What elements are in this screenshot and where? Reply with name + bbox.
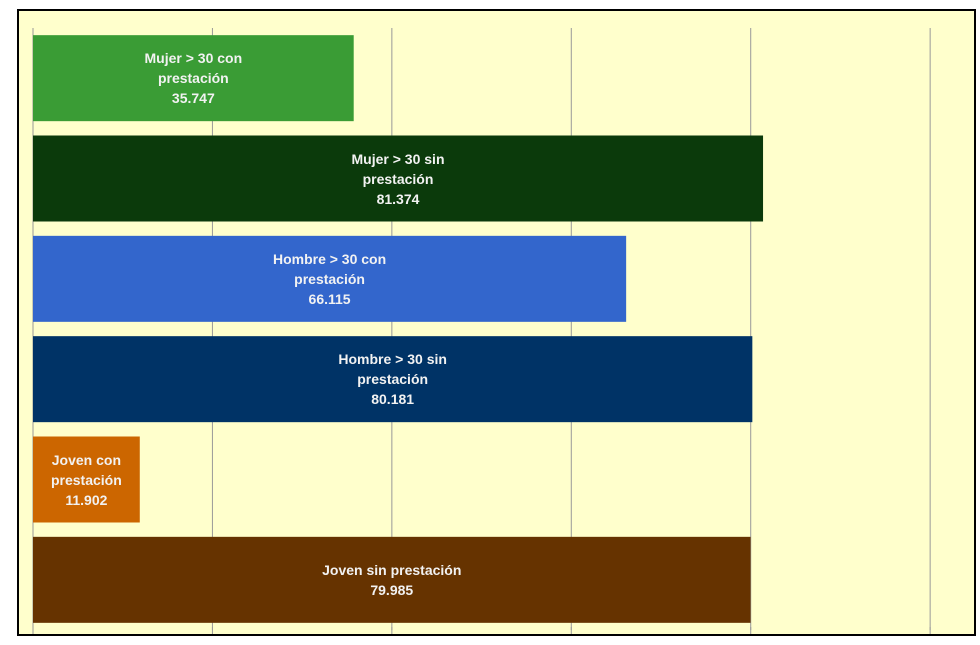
category-label: Joven con prestación [50, 451, 122, 488]
bar [33, 536, 751, 623]
bar [33, 436, 140, 523]
value-label: 80.181 [371, 391, 415, 408]
category-label: Joven sin prestación [322, 561, 462, 578]
category-label: Hombre > 30 con prestación [272, 250, 387, 287]
value-label: 66.115 [308, 290, 351, 307]
category-label: Mujer > 30 sin prestación [351, 150, 445, 187]
data-label: Joven con prestación 11.902 [36, 450, 136, 510]
value-label: 79.985 [370, 581, 414, 598]
bar [33, 235, 627, 322]
value-label: 35.747 [171, 90, 215, 107]
data-label: Joven sin prestación 79.985 [322, 560, 461, 600]
data-label: Mujer > 30 con prestación 35.747 [118, 48, 268, 108]
bar [33, 135, 764, 222]
value-label: 81.374 [376, 190, 420, 207]
category-label: Hombre > 30 sin prestación [338, 351, 447, 388]
data-label: Hombre > 30 con prestación 66.115 [255, 249, 405, 309]
bar [33, 336, 753, 423]
category-label: Mujer > 30 con prestación [144, 50, 243, 87]
data-label: Mujer > 30 sin prestación 81.374 [323, 149, 473, 209]
data-label: Hombre > 30 sin prestación 80.181 [318, 349, 468, 409]
bar [33, 35, 354, 122]
value-label: 11.902 [65, 491, 108, 508]
